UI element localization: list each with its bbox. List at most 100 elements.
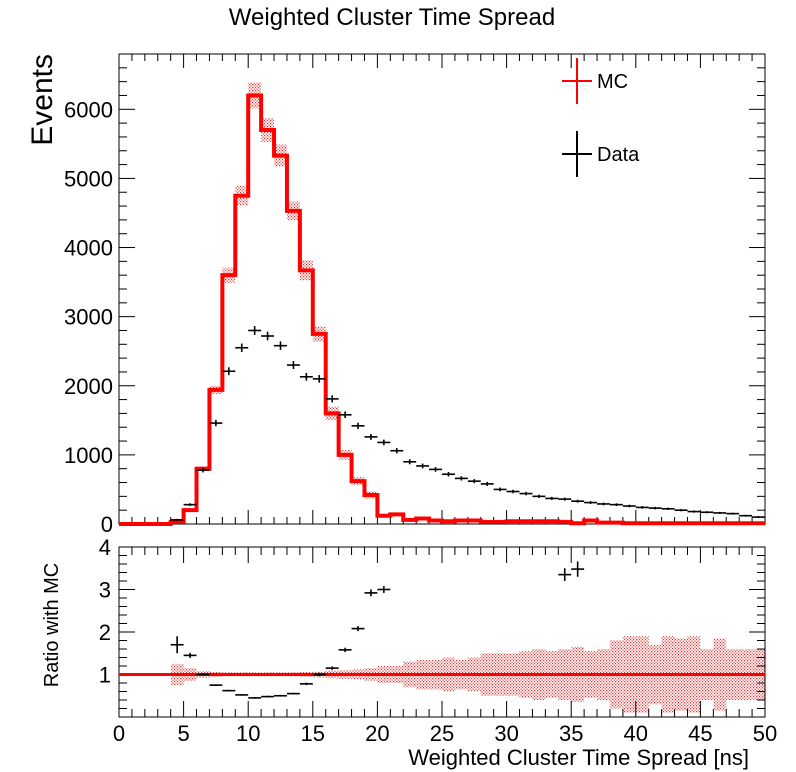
ratio-y-tick-label: 2	[99, 620, 111, 645]
ratio-point	[299, 682, 313, 686]
y-tick-label: 3000	[64, 305, 113, 330]
legend-mc-label: MC	[597, 71, 628, 93]
ratio-y-axis-label: Ratio with MC	[41, 563, 63, 687]
data-point	[286, 361, 300, 370]
y-axis-label: Events	[26, 54, 59, 146]
data-points	[170, 326, 765, 521]
ratio-point	[183, 652, 197, 658]
ratio-point	[235, 694, 249, 696]
ratio-point	[338, 647, 352, 652]
ratio-point	[325, 666, 339, 670]
data-point	[648, 506, 662, 510]
data-point	[364, 433, 378, 440]
legend-data-label: Data	[597, 144, 640, 166]
data-point	[532, 494, 546, 499]
ratio-point	[170, 636, 184, 654]
data-point	[726, 512, 740, 515]
data-point	[700, 511, 714, 514]
data-point	[325, 395, 339, 403]
top-frame-rect	[118, 53, 766, 525]
ratio-point	[364, 589, 378, 597]
ratio-point	[312, 672, 326, 677]
chart-title: Weighted Cluster Time Spread	[228, 4, 556, 31]
x-tick-label: 40	[624, 721, 648, 746]
data-point	[609, 503, 623, 507]
data-point	[274, 341, 287, 350]
y-tick-label: 5000	[64, 166, 113, 191]
data-point	[222, 367, 236, 376]
ratio-x-axis: 0 5 10 15 20 25 30 35 40 45 50	[113, 547, 777, 746]
ratio-point	[558, 568, 572, 581]
x-tick-label: 20	[365, 721, 389, 746]
x-tick-label: 0	[113, 721, 125, 746]
x-tick-label: 5	[177, 721, 189, 746]
y-tick-label: 1000	[64, 443, 113, 468]
x-tick-label: 15	[301, 721, 325, 746]
data-point	[661, 507, 675, 511]
data-point	[687, 510, 701, 513]
data-point	[248, 326, 262, 335]
data-point	[312, 375, 326, 383]
x-tick-label: 50	[753, 721, 777, 746]
ratio-point	[248, 697, 262, 699]
data-point	[571, 499, 585, 503]
legend: MC Data	[562, 58, 640, 177]
data-point	[338, 411, 352, 419]
x-tick-label: 45	[688, 721, 712, 746]
data-point	[454, 476, 468, 481]
ratio-y-tick-label: 4	[99, 535, 111, 560]
top-y-axis: 0 1000 2000 3000 4000 5000 6000	[64, 53, 765, 537]
data-point	[713, 511, 727, 514]
data-point	[351, 422, 365, 429]
x-axis-label: Weighted Cluster Time Spread [ns]	[408, 745, 749, 770]
data-point	[209, 419, 223, 427]
data-point	[261, 331, 275, 341]
ratio-point	[196, 673, 210, 676]
mc-histogram-line	[119, 93, 765, 526]
data-point	[519, 491, 533, 496]
data-point	[584, 501, 598, 505]
data-point	[390, 448, 404, 454]
x-tick-label: 10	[236, 721, 260, 746]
ratio-y-tick-label: 3	[99, 578, 111, 603]
ratio-y-tick-label: 1	[99, 663, 111, 688]
data-point	[480, 481, 494, 486]
data-point	[403, 459, 417, 465]
data-point	[752, 516, 765, 519]
ratio-y-axis: 1 2 3 4	[99, 535, 765, 718]
data-point	[442, 472, 455, 477]
y-tick-label: 6000	[64, 97, 113, 122]
data-point	[377, 439, 391, 446]
ratio-point	[209, 684, 223, 686]
y-tick-label: 0	[101, 512, 113, 537]
ratio-point	[274, 694, 287, 697]
data-point	[170, 518, 184, 521]
data-point	[429, 467, 442, 472]
ratio-point	[571, 561, 585, 577]
ratio-point	[222, 689, 236, 692]
mc-uncertainty-band	[170, 82, 765, 524]
y-tick-label: 2000	[64, 374, 113, 399]
top-panel-frame	[118, 53, 766, 525]
ratio-point	[377, 586, 391, 593]
data-point	[183, 503, 197, 507]
data-point	[416, 463, 430, 469]
data-point	[196, 467, 210, 473]
ratio-points	[170, 561, 585, 699]
ratio-point	[286, 692, 300, 695]
data-point	[545, 496, 559, 501]
data-point	[597, 502, 610, 506]
data-point	[467, 479, 481, 484]
data-point	[558, 497, 572, 501]
ratio-point	[261, 695, 275, 698]
data-point	[739, 514, 753, 517]
top-x-axis	[118, 54, 766, 524]
data-point	[635, 506, 649, 509]
data-point	[235, 343, 249, 352]
data-point	[493, 487, 507, 492]
y-tick-label: 4000	[64, 236, 113, 261]
x-tick-label: 30	[494, 721, 518, 746]
x-tick-label: 35	[559, 721, 583, 746]
data-point	[674, 509, 688, 512]
